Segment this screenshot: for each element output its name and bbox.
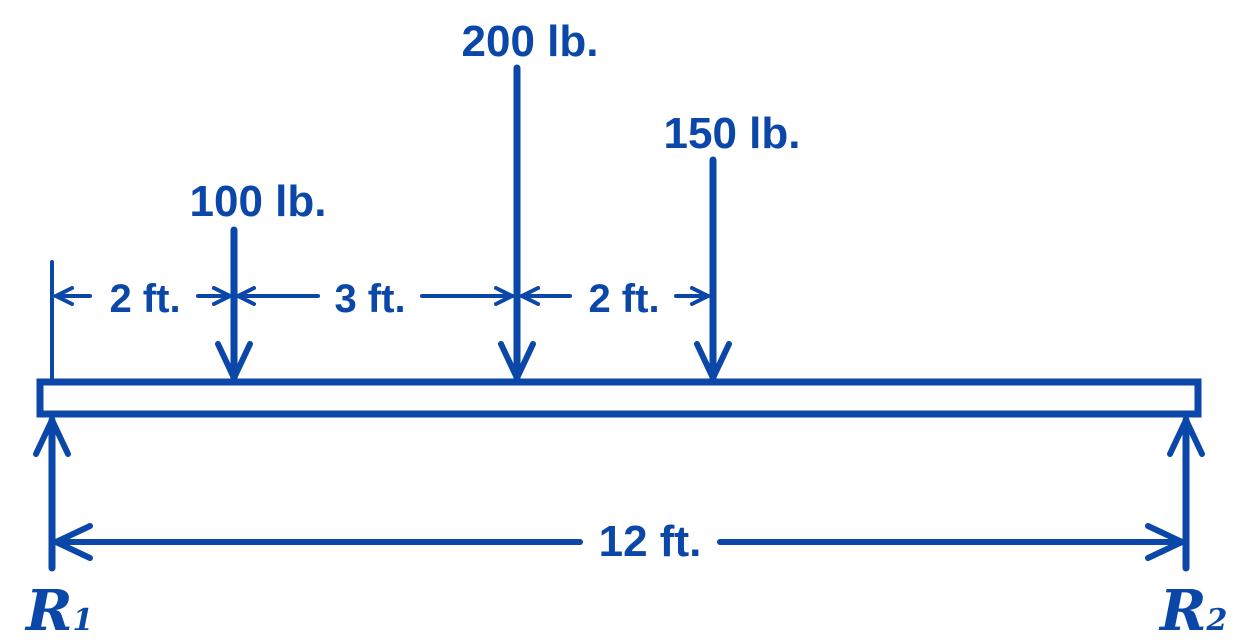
reaction-label-right: R2	[1158, 578, 1227, 642]
spacing-label-2: 3 ft.	[334, 277, 405, 321]
load-label-150: 150 lb.	[664, 109, 801, 158]
beam	[36, 378, 1202, 418]
span-label: 12 ft.	[599, 517, 702, 566]
load-label-100: 100 lb.	[190, 177, 327, 226]
load-label-200: 200 lb.	[462, 17, 599, 66]
spacing-label-1: 2 ft.	[109, 277, 180, 321]
reaction-label-left: R1	[24, 578, 93, 642]
spacing-label-3: 2 ft.	[588, 277, 659, 321]
